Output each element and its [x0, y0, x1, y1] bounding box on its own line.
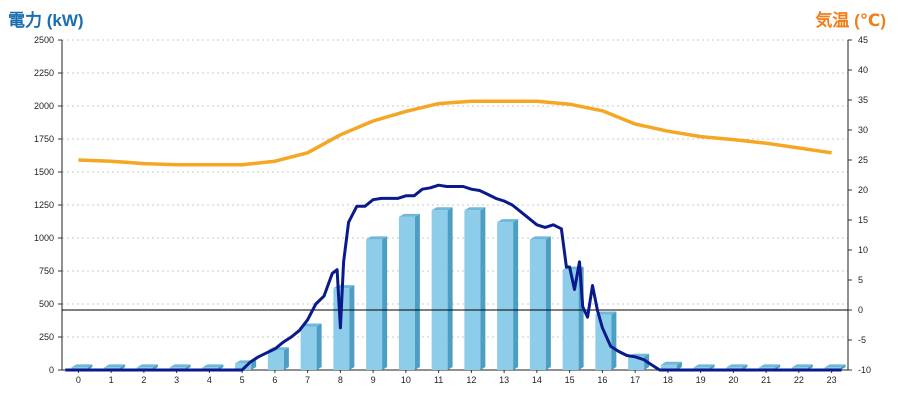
right-tick-label: 30 [858, 125, 868, 135]
x-tick-label: 15 [565, 375, 575, 385]
right-tick-label: -10 [858, 365, 871, 375]
x-tick-label: 8 [338, 375, 343, 385]
x-tick-label: 3 [174, 375, 179, 385]
x-tick-label: 6 [272, 375, 277, 385]
bar-side [283, 347, 289, 370]
x-tick-label: 2 [141, 375, 146, 385]
right-tick-label: 45 [858, 35, 868, 45]
left-tick-label: 1000 [34, 233, 54, 243]
x-tick-label: 11 [434, 375, 443, 385]
bar-top [824, 364, 846, 368]
bar-top [431, 207, 453, 211]
bar-side [251, 360, 257, 370]
bar-top [71, 364, 93, 368]
bar-side [676, 361, 682, 370]
right-tick-label: 10 [858, 245, 868, 255]
power-line [65, 183, 842, 372]
bar-top [660, 361, 682, 365]
left-tick-label: 2000 [34, 101, 54, 111]
bar-side [480, 207, 486, 370]
bar [398, 216, 415, 370]
bar [235, 363, 252, 370]
bar-top [791, 364, 813, 368]
x-tick-label: 7 [305, 375, 310, 385]
bar-top [169, 364, 191, 368]
left-tick-label: 1500 [34, 167, 54, 177]
x-tick-label: 23 [827, 375, 837, 385]
bar-side [513, 219, 519, 370]
right-axis-title: 気温 (℃) [815, 11, 886, 30]
bar-side [382, 236, 388, 370]
left-tick-label: 500 [39, 299, 54, 309]
x-tick-label: 9 [371, 375, 376, 385]
right-tick-label: 0 [858, 305, 863, 315]
left-tick-label: 2250 [34, 68, 54, 78]
x-tick-label: 16 [597, 375, 607, 385]
bar [595, 314, 612, 370]
bar [464, 210, 481, 370]
bar-top [366, 236, 388, 240]
bar-side [349, 285, 355, 370]
x-tick-label: 17 [630, 375, 640, 385]
x-tick-label: 14 [532, 375, 542, 385]
right-tick-label: 40 [858, 65, 868, 75]
bar-side [316, 323, 322, 370]
right-tick-label: 20 [858, 185, 868, 195]
x-tick-label: 1 [109, 375, 114, 385]
bar-top [529, 236, 551, 240]
bar-top [136, 364, 158, 368]
bar [497, 222, 514, 370]
x-tick-label: 5 [240, 375, 245, 385]
bar [562, 269, 579, 370]
bar [431, 210, 448, 370]
right-tick-label: -5 [858, 335, 866, 345]
x-tick-label: 13 [499, 375, 509, 385]
left-tick-label: 2500 [34, 35, 54, 45]
bar-side [840, 364, 846, 370]
x-tick-label: 21 [761, 375, 771, 385]
bar-side [414, 213, 420, 370]
bar-top [726, 364, 748, 368]
left-tick-label: 1750 [34, 134, 54, 144]
x-tick-label: 4 [207, 375, 212, 385]
bar [300, 326, 317, 370]
bar-side [545, 236, 551, 370]
x-tick-label: 20 [728, 375, 738, 385]
bar-top [464, 207, 486, 211]
bar [628, 356, 645, 370]
bar [529, 239, 546, 370]
x-tick-label: 22 [794, 375, 804, 385]
bar [333, 288, 350, 370]
left-tick-label: 0 [49, 365, 54, 375]
bar-top [693, 364, 715, 368]
x-tick-label: 10 [401, 375, 411, 385]
x-tick-label: 18 [663, 375, 673, 385]
x-tick-label: 12 [466, 375, 476, 385]
bar [267, 350, 284, 370]
x-tick-label: 0 [76, 375, 81, 385]
temperature-line [78, 99, 832, 167]
left-axis-title: 電力 (kW) [8, 11, 84, 30]
bar-side [611, 311, 617, 370]
bar-top [202, 364, 224, 368]
bar-top [104, 364, 126, 368]
right-tick-label: 25 [858, 155, 868, 165]
bar [660, 364, 677, 370]
x-tick-label: 19 [696, 375, 706, 385]
bar-top [759, 364, 781, 368]
bar-side [447, 207, 453, 370]
bar-top [497, 219, 519, 223]
bar-top [595, 311, 617, 315]
left-tick-label: 250 [39, 332, 54, 342]
right-tick-label: 5 [858, 275, 863, 285]
bar [366, 239, 383, 370]
left-tick-label: 750 [39, 266, 54, 276]
right-tick-label: 35 [858, 95, 868, 105]
bar-top [398, 213, 420, 217]
left-tick-label: 1250 [34, 200, 54, 210]
right-tick-label: 15 [858, 215, 868, 225]
